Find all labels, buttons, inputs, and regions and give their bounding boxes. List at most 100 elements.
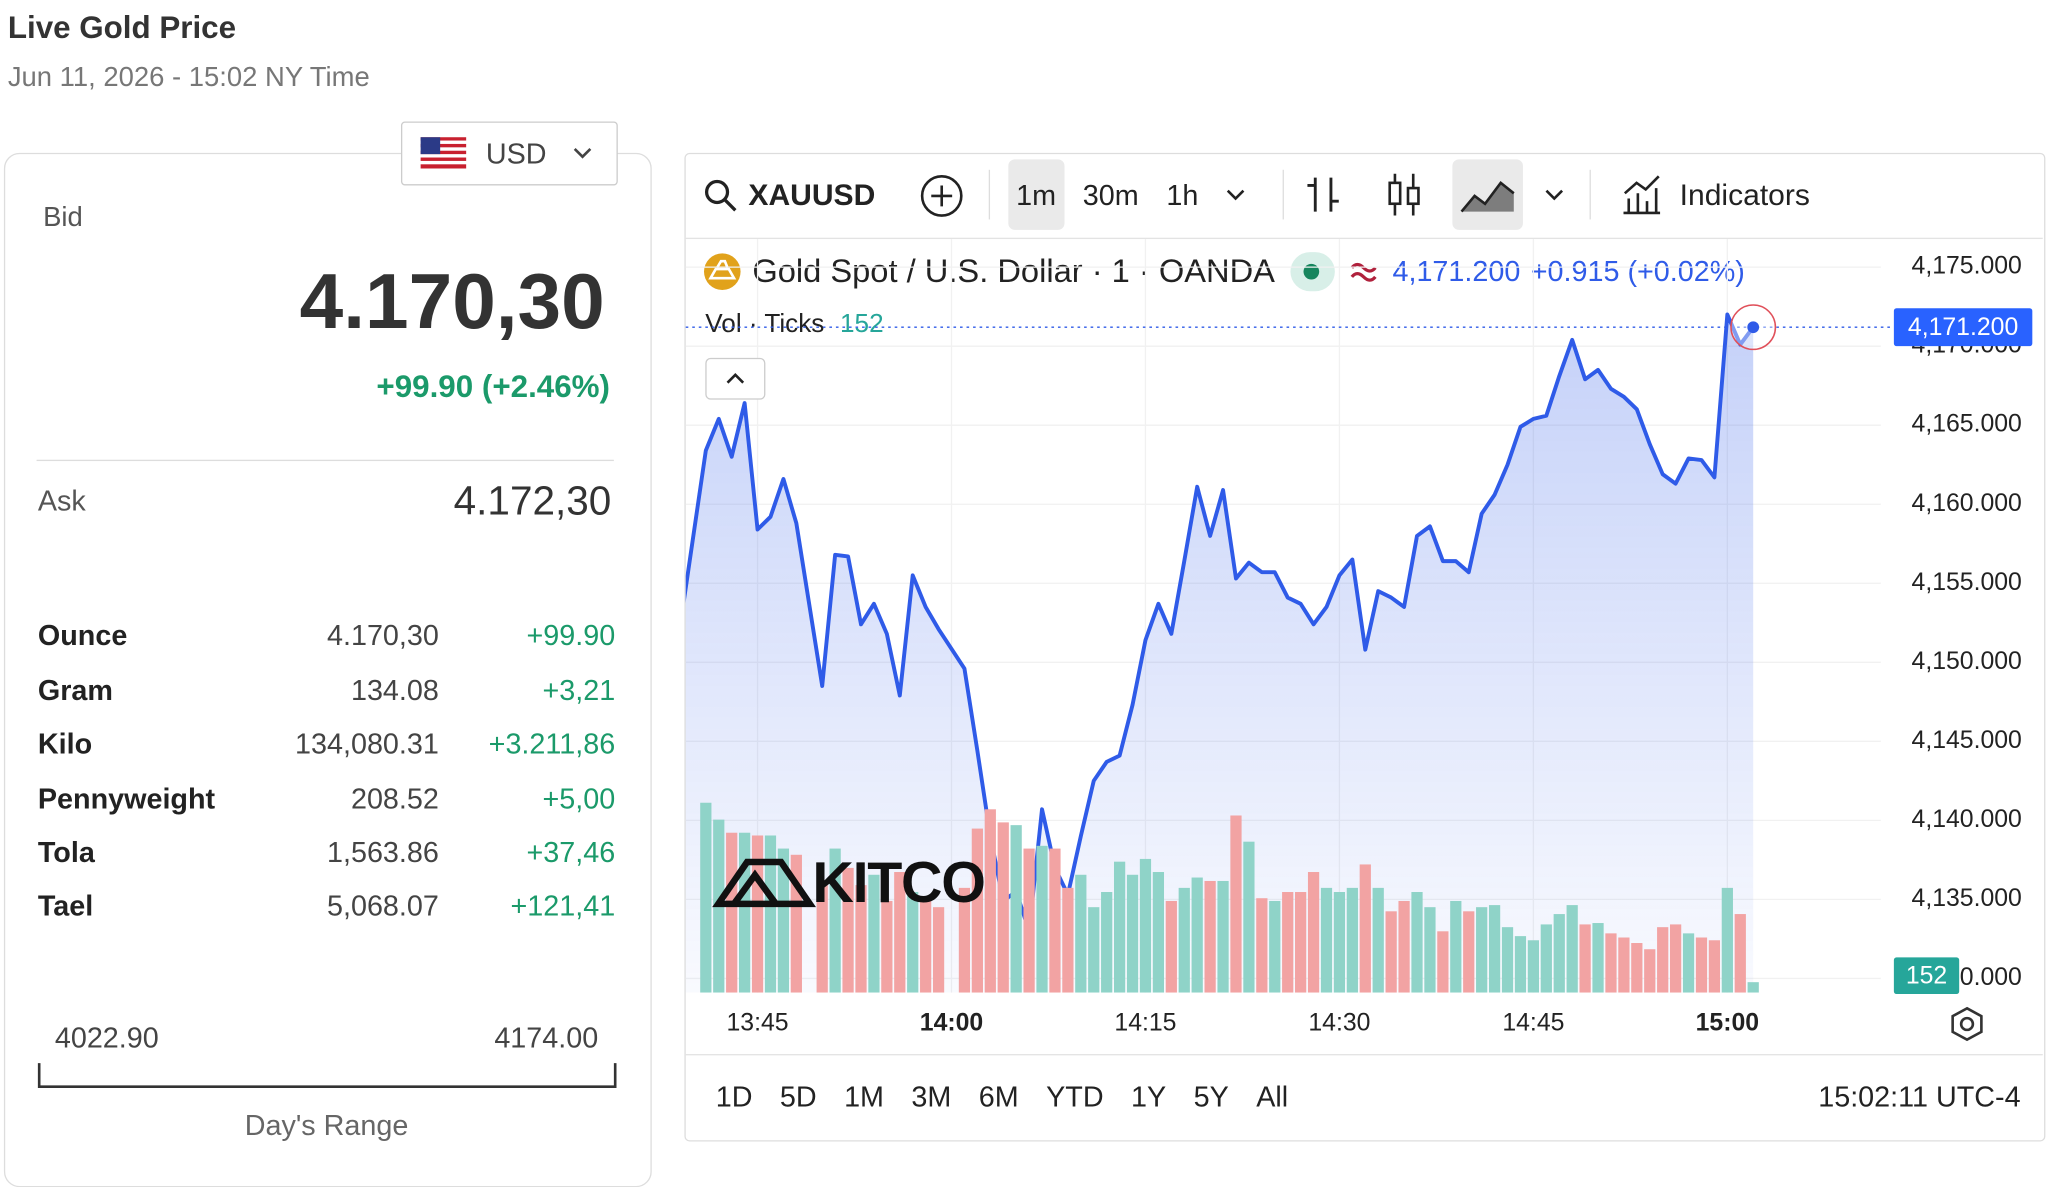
volume-bar <box>1398 900 1410 993</box>
volume-bar <box>1631 943 1643 993</box>
volume-bar <box>1243 841 1255 993</box>
x-tick-label: 14:30 <box>1308 1010 1370 1037</box>
volume-bar <box>751 835 764 993</box>
range-button[interactable]: YTD <box>1046 1080 1104 1113</box>
interval-button[interactable]: 30m <box>1082 178 1139 212</box>
chart-legend: Gold Spot / U.S. Dollar · 1 · OANDA 4,17… <box>703 252 1745 292</box>
range-button[interactable]: 5Y <box>1193 1080 1229 1113</box>
chart-panel <box>684 152 2046 1142</box>
volume-bar <box>1437 931 1449 993</box>
price-badge <box>1893 308 2033 347</box>
volume-bar <box>1269 900 1281 993</box>
volume-bar <box>1734 914 1746 993</box>
range-button[interactable]: 1Y <box>1131 1080 1167 1113</box>
price-line <box>685 312 1755 933</box>
chart: 4,130.0004,135.0004,140.0004,145.0004,15… <box>685 239 2033 1037</box>
range-button[interactable]: 1D <box>715 1080 753 1113</box>
range-button[interactable]: All <box>1256 1080 1289 1113</box>
volume-bar <box>1088 907 1100 993</box>
x-tick-label: 14:00 <box>920 1010 983 1037</box>
chart-type-menu[interactable] <box>1543 185 1567 203</box>
range-low: 4022.90 <box>54 1021 159 1055</box>
volume-bar <box>1101 892 1113 993</box>
kitco-logo: KITCO <box>712 851 986 915</box>
unit-name: Gram <box>37 673 113 707</box>
unit-name: Kilo <box>37 727 93 761</box>
range-high: 4174.00 <box>494 1021 599 1055</box>
x-tick-label: 14:45 <box>1502 1010 1564 1037</box>
volume-bar <box>958 887 971 993</box>
volume-bar <box>971 828 983 993</box>
unit-price: 4.170,30 <box>326 619 439 652</box>
chevron-icon <box>573 147 592 159</box>
plot-area <box>685 312 1759 993</box>
volume-legend: Vol · Ticks 152 <box>705 310 883 340</box>
volume-bar <box>1346 887 1358 993</box>
range-button[interactable]: 6M <box>978 1080 1019 1113</box>
currency-dropdown[interactable]: USD <box>400 121 618 186</box>
interval-active-bg <box>1008 159 1065 230</box>
add-symbol-button[interactable] <box>920 174 964 218</box>
separator <box>1589 169 1591 220</box>
candles-icon[interactable] <box>1384 170 1423 220</box>
toolbar-divider <box>685 237 2043 240</box>
interval-button[interactable]: 1h <box>1166 178 1199 212</box>
interval-button[interactable]: 1m <box>1016 178 1057 212</box>
unit-price: 134,080.31 <box>295 727 439 761</box>
unit-price: 1,563.86 <box>326 835 439 869</box>
volume-bar <box>1152 872 1165 993</box>
volume-bar <box>881 900 893 993</box>
symbol[interactable]: XAUUSD <box>748 177 876 212</box>
volume-bar <box>1282 892 1294 993</box>
volume-bar <box>855 885 867 993</box>
range-button[interactable]: 1M <box>844 1080 884 1113</box>
indicators-button[interactable]: Indicators <box>1679 177 1810 212</box>
unit-change: +37,46 <box>526 835 616 869</box>
volume-bar <box>1036 845 1048 993</box>
volume-bar <box>1359 864 1371 993</box>
unit-price: 208.52 <box>350 782 439 816</box>
range-button[interactable]: 3M <box>911 1080 952 1113</box>
volume-bar <box>764 835 777 993</box>
last-price: 4,171.200 <box>1392 254 1521 288</box>
volume-bar <box>1372 887 1384 993</box>
range-label: Day's Range <box>244 1108 409 1142</box>
volume-bar <box>1708 940 1721 993</box>
screen: Live Gold Price Jun 11, 2026 - 15:02 NY … <box>3 10 2046 1187</box>
divider <box>36 459 614 462</box>
search-icon[interactable] <box>703 178 740 215</box>
range-button[interactable]: 5D <box>779 1080 817 1113</box>
volume-badge-label: 152 <box>1906 963 1947 990</box>
market-status <box>1290 252 1336 292</box>
volume-bar <box>1320 887 1333 993</box>
clock: 15:02:11 UTC-4 <box>1818 1080 2021 1113</box>
volume-bar <box>1540 924 1552 993</box>
collapse-button[interactable] <box>705 357 766 400</box>
volume-bar <box>1113 861 1126 993</box>
settings-icon[interactable] <box>1949 1006 1986 1043</box>
volume-bar <box>907 892 919 993</box>
y-tick-label: 4,165.000 <box>1912 411 2022 438</box>
area-icon[interactable] <box>1459 172 1516 216</box>
volume-bar <box>1139 858 1152 993</box>
indicators-icon[interactable] <box>1620 172 1664 216</box>
volume-bar <box>790 854 802 993</box>
volume-bar <box>1514 936 1527 993</box>
y-tick-label: 4,150.000 <box>1912 648 2022 675</box>
separator <box>1282 169 1284 220</box>
volume-bar <box>1695 937 1708 993</box>
volume-bar <box>1747 982 1759 993</box>
volume-bar <box>1075 874 1087 993</box>
y-tick-label: 4,145.000 <box>1912 727 2022 754</box>
bars-icon[interactable] <box>1304 172 1343 216</box>
timestamp: Jun 11, 2026 - 15:02 NY Time <box>7 62 370 93</box>
x-tick-label: 13:45 <box>727 1010 789 1037</box>
volume-bar <box>1424 907 1436 993</box>
unit-change: +121,41 <box>510 889 616 923</box>
volume-bar <box>842 867 854 993</box>
volume-bar <box>868 874 880 993</box>
logo-text: KITCO <box>812 851 984 915</box>
interval-menu[interactable] <box>1224 185 1248 203</box>
volume-bar <box>829 848 841 993</box>
volume-bar <box>726 832 738 993</box>
